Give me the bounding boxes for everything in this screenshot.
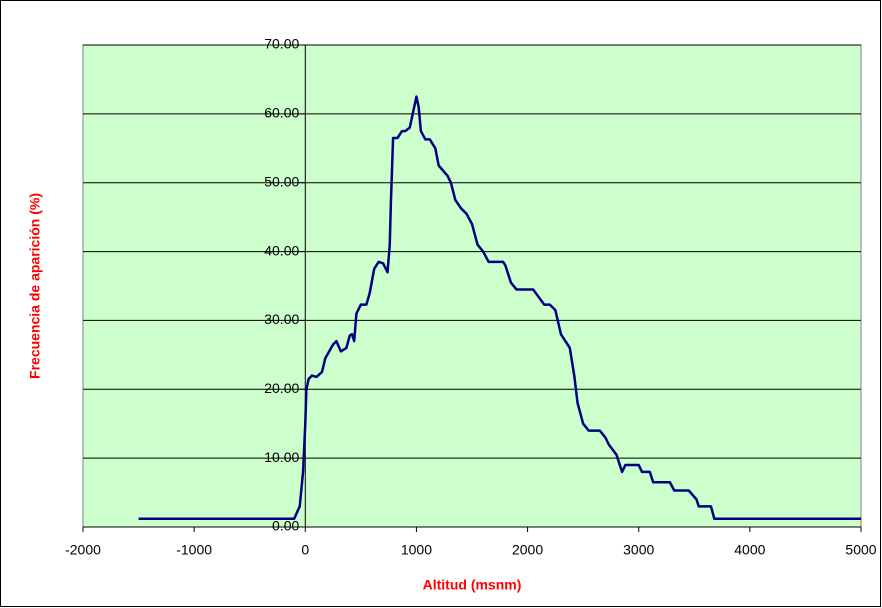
x-tick-label: 3000 [623,542,654,558]
x-tick-label: -2000 [65,542,101,558]
x-axis-title: Altitud (msnm) [423,577,522,593]
y-tick-label: 70.00 [264,36,299,52]
y-tick-label: 0.00 [272,518,299,534]
x-tick-label: 2000 [512,542,543,558]
data-line [138,95,861,520]
x-tick-label: 5000 [845,542,876,558]
y-tick-label: 60.00 [264,105,299,121]
x-tick-label: 0 [301,542,309,558]
x-tick-label: 4000 [734,542,765,558]
plot-area [82,44,862,528]
y-axis-title: Frecuencia de aparición (%) [27,193,43,379]
y-tick-label: 30.00 [264,311,299,327]
x-tick-label: 1000 [401,542,432,558]
x-tick-label: -1000 [176,542,212,558]
y-tick-label: 10.00 [264,449,299,465]
y-tick-label: 40.00 [264,242,299,258]
y-tick-label: 20.00 [264,380,299,396]
y-tick-label: 50.00 [264,173,299,189]
